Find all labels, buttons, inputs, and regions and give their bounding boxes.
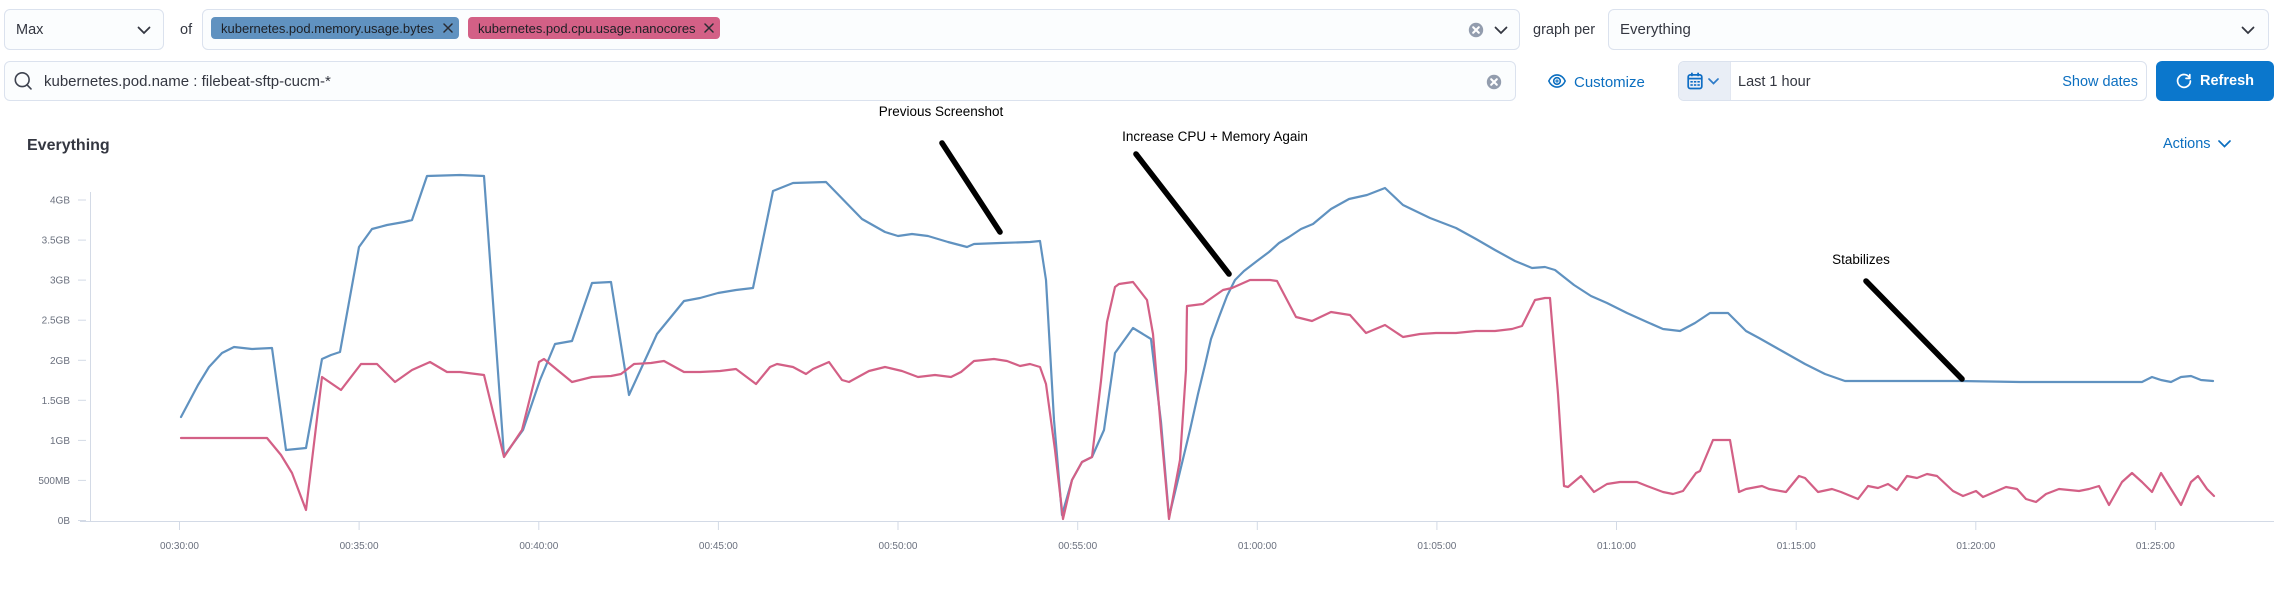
svg-text:1.5GB: 1.5GB [42, 396, 71, 407]
svg-text:0B: 0B [58, 516, 71, 527]
svg-text:01:00:00: 01:00:00 [1238, 541, 1277, 552]
svg-text:00:50:00: 00:50:00 [879, 541, 918, 552]
svg-text:Stabilizes: Stabilizes [1832, 252, 1890, 267]
svg-text:01:10:00: 01:10:00 [1597, 541, 1636, 552]
svg-text:00:30:00: 00:30:00 [160, 541, 199, 552]
svg-text:01:20:00: 01:20:00 [1956, 541, 1995, 552]
svg-text:Increase CPU + Memory Again: Increase CPU + Memory Again [1122, 129, 1308, 144]
svg-text:2GB: 2GB [50, 356, 70, 367]
svg-text:01:05:00: 01:05:00 [1417, 541, 1456, 552]
svg-text:500MB: 500MB [38, 476, 70, 487]
svg-text:1GB: 1GB [50, 436, 70, 447]
svg-text:01:15:00: 01:15:00 [1777, 541, 1816, 552]
svg-text:Previous Screenshot: Previous Screenshot [879, 104, 1004, 119]
svg-text:2.5GB: 2.5GB [42, 316, 71, 327]
svg-text:00:55:00: 00:55:00 [1058, 541, 1097, 552]
svg-text:00:40:00: 00:40:00 [519, 541, 558, 552]
svg-text:00:45:00: 00:45:00 [699, 541, 738, 552]
svg-text:4GB: 4GB [50, 196, 70, 207]
svg-text:01:25:00: 01:25:00 [2136, 541, 2175, 552]
svg-text:3GB: 3GB [50, 276, 70, 287]
svg-text:3.5GB: 3.5GB [42, 236, 71, 247]
svg-text:00:35:00: 00:35:00 [340, 541, 379, 552]
